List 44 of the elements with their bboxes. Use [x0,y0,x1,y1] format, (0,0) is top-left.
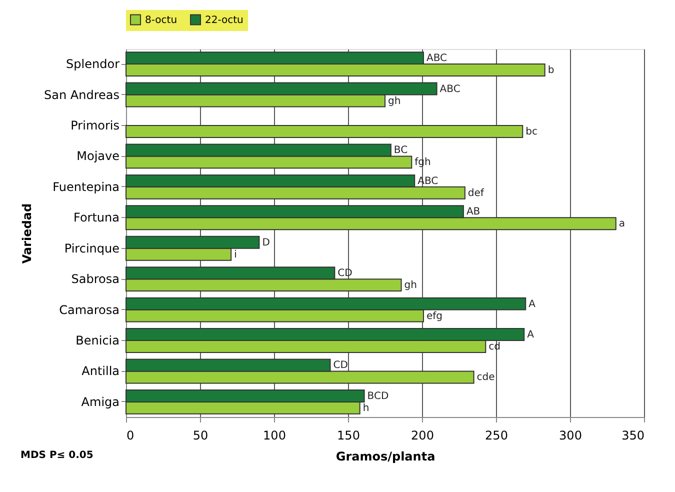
y-tick-label: Camarosa [59,302,120,317]
data-label: b [548,65,554,76]
x-tick-label: 200 [411,428,434,442]
x-tick-label: 350 [622,428,644,442]
data-label: BC [394,145,408,156]
y-axis-title: Variedad [20,203,34,264]
y-tick-label: Antilla [82,364,120,378]
x-tick-label: 300 [559,428,582,442]
data-label: A [527,330,534,341]
data-label: bc [526,126,538,138]
x-tick-label: 0 [126,428,134,442]
y-tick-label: Pircinque [64,241,120,256]
data-label: A [528,298,536,310]
y-tick-label: San Andreas [44,88,120,102]
data-label: CD [333,360,348,372]
data-label: i [234,249,237,260]
x-tick-label: 100 [263,428,286,442]
x-tick-label: 50 [192,428,208,442]
y-tick-label: Sabrosa [71,272,120,286]
y-tick-label: Fuentepina [52,180,120,194]
y-tick-label: Amiga [81,394,120,409]
x-tick-label: 150 [337,428,360,442]
text: MDS P≤ 0.05 [20,450,94,461]
data-label: gh [404,280,417,292]
legend-label: 22-octu [205,14,244,26]
data-label: def [468,188,484,199]
x-tick-label: 250 [485,428,508,442]
data-label: BCD [367,390,389,402]
y-tick-label: Mojave [76,149,120,164]
data-label: ABC [426,53,448,64]
data-label: ABC [440,84,460,95]
data-label: D [262,237,270,248]
data-label: efg [426,310,443,322]
legend-label: 8-octu [145,14,178,26]
data-label: gh [388,96,401,107]
y-tick-label: Fortuna [73,210,120,225]
data-label: cde [476,372,495,384]
y-tick-label: Benicia [76,334,120,348]
data-label: a [618,218,626,230]
y-tick-label: Primoris [70,118,120,132]
x-axis-title: Gramos/planta [336,450,436,464]
y-tick-label: Splendor [66,57,120,72]
data-label: h [362,402,370,414]
data-label: AB [466,206,480,218]
